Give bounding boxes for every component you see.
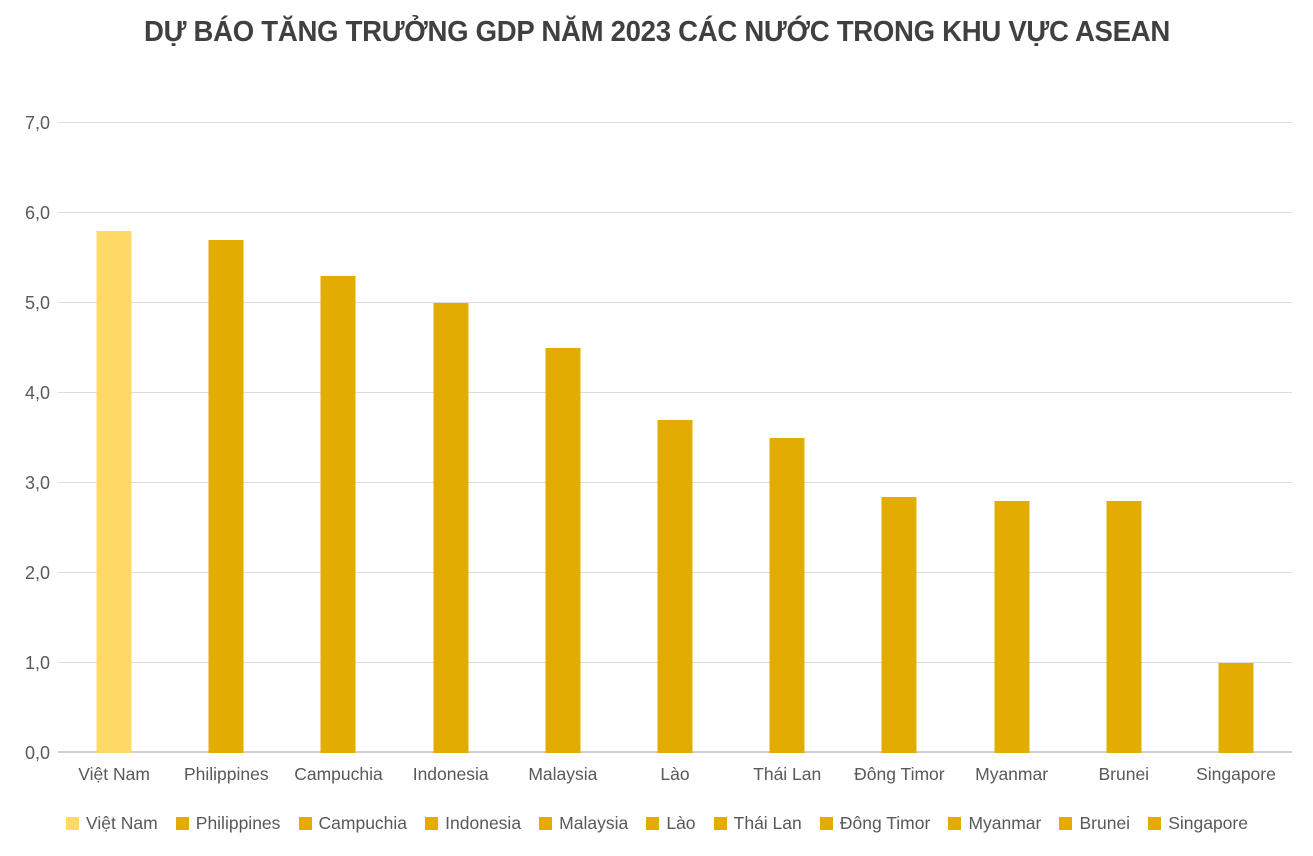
legend-item-Đông Timor[interactable]: Đông Timor: [819, 813, 931, 834]
legend-label: Đông Timor: [839, 813, 931, 833]
chart-title-text: DỰ BÁO TĂNG TRƯỞNG GDP NĂM 2023 CÁC NƯỚC…: [143, 16, 1170, 48]
y-axis-label: 2,0: [24, 563, 50, 583]
plot-area: [58, 122, 1292, 753]
x-axis-label: Philippines: [183, 764, 269, 784]
legend-swatch: [66, 817, 79, 830]
x-axis-label: Brunei: [1098, 764, 1150, 784]
bar-slot: [170, 123, 282, 753]
legend-label: Lào: [666, 813, 696, 833]
legend-item-Thái Lan[interactable]: Thái Lan: [713, 813, 802, 834]
legend-swatch: [539, 817, 553, 830]
bar-Myanmar[interactable]: [994, 501, 1030, 753]
legend-label: Brunei: [1079, 813, 1131, 833]
x-axis-label: Malaysia: [528, 764, 598, 784]
legend-item-Brunei[interactable]: Brunei: [1059, 813, 1130, 834]
bar-slot: [731, 123, 843, 753]
y-axis-label: 7,0: [24, 113, 50, 133]
bar-slot: [507, 123, 619, 753]
y-axis-label: 1,0: [24, 653, 50, 673]
legend-swatch: [948, 817, 962, 830]
legend-label: Indonesia: [445, 813, 522, 833]
x-axis-label: Singapore: [1196, 764, 1276, 784]
y-axis-label: 0,0: [24, 743, 50, 763]
x-axis-label: Lào: [660, 764, 690, 784]
legend-item-Lào[interactable]: Lào: [646, 813, 696, 834]
legend-item-Singapore[interactable]: Singapore: [1148, 813, 1248, 834]
legend-label: Singapore: [1168, 813, 1248, 833]
legend-label: Philippines: [195, 813, 281, 833]
legend-item-Việt Nam[interactable]: Việt Nam: [66, 813, 158, 834]
bar-Việt Nam[interactable]: [96, 231, 132, 753]
y-axis-label: 5,0: [24, 293, 50, 313]
bar-slot: [1068, 123, 1180, 753]
x-axis-label: Đông Timor: [854, 764, 945, 784]
legend-swatch: [713, 817, 727, 830]
bar-Campuchia[interactable]: [320, 276, 356, 753]
bar-Indonesia[interactable]: [433, 303, 469, 753]
gridline: [58, 302, 1292, 303]
y-axis-label: 6,0: [24, 203, 50, 223]
bar-Đông Timor[interactable]: [881, 496, 917, 753]
legend-item-Malaysia[interactable]: Malaysia: [539, 813, 628, 834]
chart-title: DỰ BÁO TĂNG TRƯỞNG GDP NĂM 2023 CÁC NƯỚC…: [0, 16, 1313, 49]
legend-label: Malaysia: [559, 813, 629, 833]
x-axis-label: Myanmar: [975, 764, 1049, 784]
legend-item-Indonesia[interactable]: Indonesia: [425, 813, 521, 834]
bar-slot: [843, 123, 955, 753]
legend-label: Việt Nam: [86, 813, 158, 833]
bar-Philippines[interactable]: [208, 240, 244, 753]
y-axis-label: 4,0: [24, 383, 50, 403]
legend: Việt Nam Philippines Campuchia Indonesia Mal…: [66, 813, 1248, 834]
bar-Lào[interactable]: [657, 420, 693, 753]
legend-swatch: [298, 817, 312, 830]
x-axis-label: Việt Nam: [78, 764, 150, 784]
bar-slot: [395, 123, 507, 753]
legend-label: Thái Lan: [733, 813, 802, 833]
legend-swatch: [425, 817, 439, 830]
legend-swatch: [175, 817, 189, 830]
bar-slot: [1180, 123, 1292, 753]
bar-Brunei[interactable]: [1106, 501, 1142, 753]
x-axis-label: Thái Lan: [753, 764, 822, 784]
legend-swatch: [1059, 817, 1073, 830]
bar-Singapore[interactable]: [1218, 663, 1254, 753]
bar-slot: [58, 123, 170, 753]
bar-Malaysia[interactable]: [545, 348, 581, 753]
legend-swatch: [646, 817, 660, 830]
legend-label: Campuchia: [318, 813, 408, 833]
legend-swatch: [1148, 817, 1162, 830]
legend-label: Myanmar: [968, 813, 1042, 833]
legend-item-Myanmar[interactable]: Myanmar: [948, 813, 1041, 834]
gridline: [58, 392, 1292, 393]
bars-layer: [58, 123, 1292, 753]
bar-Thái Lan[interactable]: [769, 438, 805, 753]
bar-slot: [619, 123, 731, 753]
bar-slot: [956, 123, 1068, 753]
y-axis-label: 3,0: [24, 473, 50, 493]
bar-slot: [282, 123, 394, 753]
x-axis-label: Indonesia: [412, 764, 489, 784]
legend-item-Campuchia[interactable]: Campuchia: [298, 813, 408, 834]
x-axis: Việt Nam Philippines Campuchia Indonesia Mal…: [58, 764, 1292, 785]
gridline: [58, 212, 1292, 213]
legend-swatch: [819, 817, 833, 830]
x-axis-label: Campuchia: [294, 764, 383, 784]
legend-item-Philippines[interactable]: Philippines: [175, 813, 281, 834]
gridline: [58, 122, 1292, 123]
